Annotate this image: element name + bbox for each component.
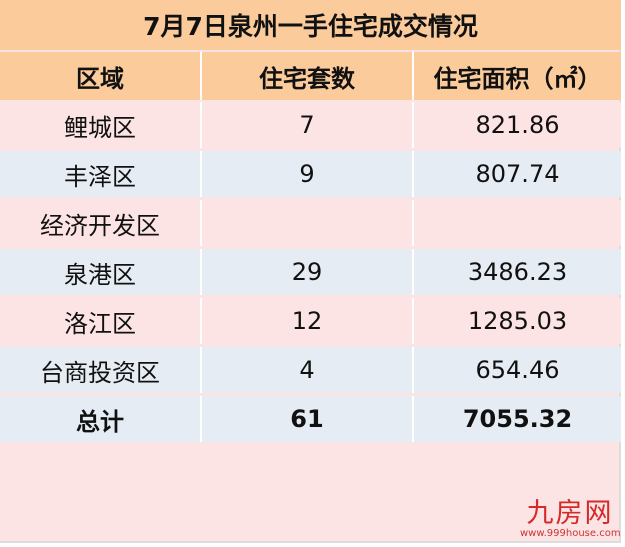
cell-units: 12 [202,298,414,344]
watermark-brand: 九房网 [526,498,614,529]
table-row: 丰泽区 9 807.74 [0,151,621,197]
total-label: 总计 [0,396,202,442]
table-title: 7月7日泉州一手住宅成交情况 [0,0,621,50]
cell-area: 654.46 [475,356,560,384]
cell-district: 鲤城区 [0,102,202,148]
watermark-url: www.999house.com [520,528,621,539]
table-row: 泉港区 29 3486.23 [0,249,621,295]
cell-district: 洛江区 [0,298,202,344]
total-area: 7055.32 [462,405,573,433]
cell-area: 3486.23 [467,258,568,286]
header-district: 区域 [0,52,202,100]
header-row: 区域 住宅套数 住宅面积（㎡） [0,52,621,100]
header-area: 住宅面积（㎡） [414,52,621,100]
total-units: 61 [202,396,414,442]
table-row: 经济开发区 [0,200,621,246]
total-row: 总计 61 7055.32 [0,396,621,442]
cell-units: 29 [202,249,414,295]
header-units: 住宅套数 [202,52,414,100]
table-row: 台商投资区 4 654.46 [0,347,621,393]
cell-district: 台商投资区 [0,347,202,393]
watermark-logo: 九房网 www.999house.com [520,498,621,540]
cell-units: 7 [202,102,414,148]
cell-district: 丰泽区 [0,151,202,197]
cell-district: 泉港区 [0,249,202,295]
cell-area [414,200,621,246]
cell-area: 821.86 [475,111,560,139]
cell-area: 807.74 [475,160,560,188]
cell-area: 1285.03 [467,307,568,335]
cell-district: 经济开发区 [0,200,202,246]
cell-units: 4 [202,347,414,393]
cell-units [202,200,414,246]
cell-units: 9 [202,151,414,197]
table-row: 鲤城区 7 821.86 [0,102,621,148]
table-row: 洛江区 12 1285.03 [0,298,621,344]
